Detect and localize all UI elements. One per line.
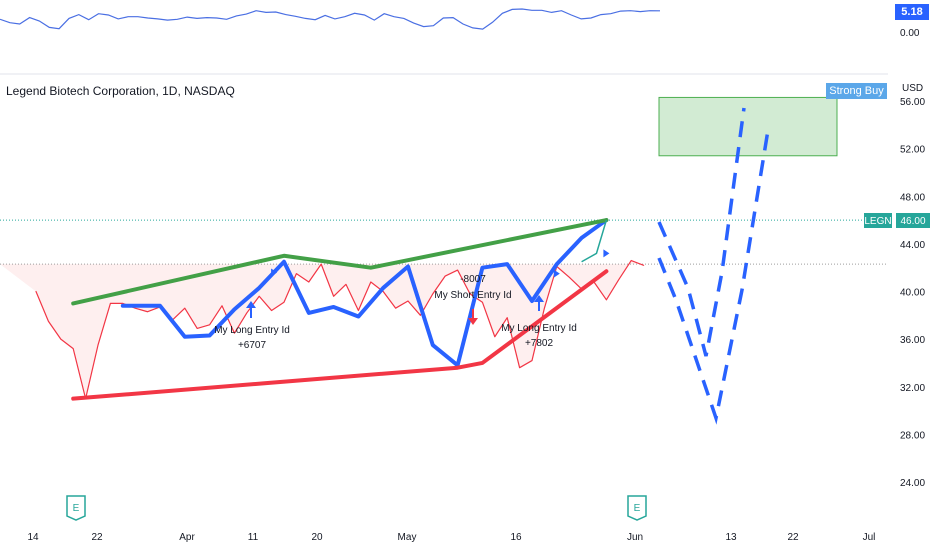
time-axis: 14 22 Apr 11 20 May 16 Jun 13 22 Jul [27, 532, 875, 543]
peak-marker [553, 269, 560, 278]
last-price-label: 46.00 [900, 216, 925, 227]
time-tick-label: May [398, 532, 417, 543]
time-tick-label: 22 [787, 532, 799, 543]
oscillator-value-badge: 5.18 [895, 4, 929, 20]
main-price-pane [0, 96, 888, 425]
time-tick-label: Jul [863, 532, 876, 543]
price-tick-label: 40.00 [900, 288, 925, 299]
price-tick-label: 36.00 [900, 335, 925, 346]
oscillator-zero-label: 0.00 [900, 28, 920, 39]
price-tick-label: 32.00 [900, 383, 925, 394]
rating-badge[interactable]: Strong Buy [826, 83, 887, 99]
price-tick-label: 56.00 [900, 97, 925, 108]
price-tick-label: 52.00 [900, 145, 925, 156]
annotation-value-1: +6707 [238, 340, 267, 351]
ticker-badge [864, 213, 892, 228]
teal-segment [581, 219, 608, 263]
earnings-marker[interactable]: E [627, 495, 647, 521]
annotation-value-3: +7802 [525, 338, 554, 349]
peak-marker [603, 249, 610, 258]
price-tick-label: 44.00 [900, 240, 925, 251]
series-line [120, 218, 609, 368]
price-tick-label: 24.00 [900, 478, 925, 489]
earnings-icon: E [73, 503, 80, 514]
price-tick-label: 28.00 [900, 430, 925, 441]
earnings-icon: E [634, 503, 641, 514]
target-zone [658, 96, 838, 157]
price-axis: 56.00 52.00 48.00 44.00 40.00 36.00 32.00 28.00… [900, 97, 925, 489]
time-tick-label: 16 [510, 532, 522, 543]
up-arrow-icon [246, 301, 256, 308]
annotation-value-2: -8007 [460, 274, 486, 285]
series-line [71, 269, 609, 401]
trade-annotations: My Long Entry Id +6707 -8007 My Short En… [214, 274, 577, 351]
ticker-label: LEGN [864, 216, 891, 227]
time-tick-label: 14 [27, 532, 39, 543]
chart-title: Legend Biotech Corporation, 1D, NASDAQ [6, 84, 235, 98]
price-tick-label: 48.00 [900, 192, 925, 203]
time-tick-label: Apr [179, 532, 195, 543]
up-arrow-icon [534, 295, 544, 302]
annotation-label-1: My Long Entry Id [214, 325, 290, 336]
annotation-label-3: My Long Entry Id [501, 323, 577, 334]
time-tick-label: 13 [725, 532, 737, 543]
annotation-label-2: My Short Entry Id [434, 290, 511, 301]
currency-label[interactable]: USD [902, 83, 924, 94]
oscillator-pane [0, 8, 661, 30]
time-tick-label: 22 [91, 532, 103, 543]
oscillator-line [0, 8, 661, 30]
time-tick-label: 11 [248, 532, 259, 543]
series-line [71, 218, 609, 306]
earnings-marker[interactable]: E [66, 495, 86, 521]
projection-path [657, 129, 770, 425]
shaded-area [0, 260, 644, 399]
peak-marker [271, 268, 278, 277]
projection-path [657, 107, 746, 357]
down-arrow-icon [468, 318, 478, 325]
last-price-badge [896, 213, 930, 228]
time-tick-label: Jun [627, 532, 643, 543]
time-tick-label: 20 [311, 532, 323, 543]
